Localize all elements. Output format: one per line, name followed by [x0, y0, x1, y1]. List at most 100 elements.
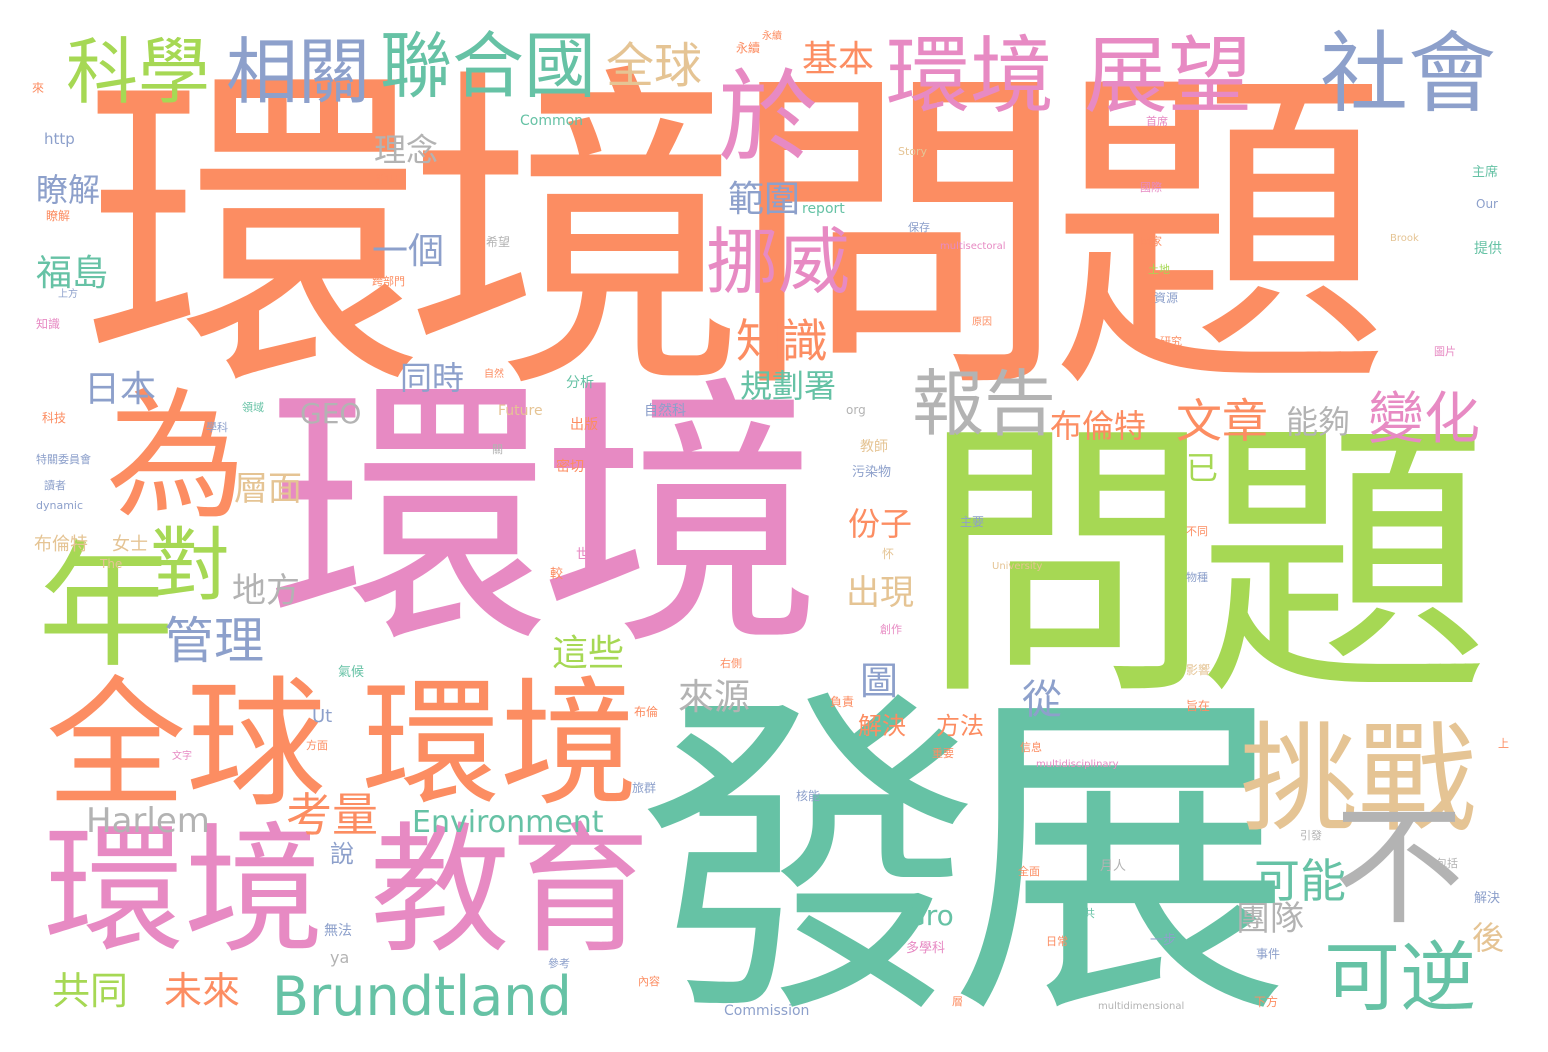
word: ya — [330, 948, 350, 967]
word: 方面 — [306, 739, 328, 752]
word: Brook — [1390, 233, 1419, 244]
word: 跨部門 — [372, 275, 405, 288]
word: http — [44, 130, 75, 148]
word: 對 — [150, 519, 230, 612]
word: 未來 — [164, 969, 241, 1013]
word: Harlem — [86, 801, 210, 841]
word: 團隊 — [1236, 899, 1304, 939]
word: 日本 — [84, 369, 157, 410]
word: 布倫 — [634, 705, 659, 719]
word: 讀者 — [44, 479, 66, 492]
word: 說 — [330, 840, 354, 868]
word: 說明 — [376, 173, 398, 186]
word: 後 — [1472, 919, 1505, 957]
word: 於 — [718, 59, 818, 176]
word: 永續 — [762, 31, 782, 42]
word: 教育 — [370, 810, 651, 973]
word: 圖 — [860, 659, 899, 703]
word: Story — [898, 145, 928, 158]
word: University — [992, 561, 1043, 572]
word: 一個 — [372, 231, 445, 272]
word: 不同 — [1186, 525, 1208, 538]
word: 特關委員會 — [36, 453, 91, 466]
word: 污染物 — [852, 465, 892, 480]
word: 從 — [1022, 677, 1062, 723]
word: 無法 — [324, 923, 352, 939]
word: 日常 — [1046, 935, 1068, 948]
word: 全球 — [606, 38, 703, 94]
word: 負責 — [830, 695, 855, 709]
word: 永續 — [736, 41, 761, 55]
word: 來 — [32, 81, 45, 95]
word: Common — [520, 113, 584, 129]
word: 基本 — [802, 39, 875, 80]
word: 信息 — [1020, 741, 1042, 754]
word: 多學科 — [906, 941, 946, 956]
word: 發展 — [638, 662, 1292, 1052]
word: 上 — [1498, 737, 1509, 750]
word: 份子 — [848, 505, 913, 543]
word: 物種 — [1186, 571, 1208, 584]
word: 氣候 — [338, 665, 365, 680]
word: 管理 — [164, 612, 264, 670]
word: 報告 — [912, 362, 1057, 446]
word: 瞭解 — [36, 171, 101, 209]
word: 方法 — [936, 712, 984, 740]
word: 範圍 — [728, 179, 801, 220]
word: 理念 — [374, 131, 439, 169]
word: 研究 — [1160, 335, 1182, 348]
word: 同時 — [400, 359, 465, 397]
word: 提供 — [1474, 241, 1502, 257]
word: 分析 — [566, 375, 594, 391]
word: Brundtland — [272, 965, 572, 1028]
word: 瞭解 — [46, 209, 71, 223]
word: 文字 — [172, 751, 192, 762]
word: 出現 — [846, 573, 914, 613]
word: 關 — [492, 443, 503, 456]
word: 來源 — [678, 677, 751, 718]
word: 可能 — [1254, 854, 1346, 908]
word: report — [802, 201, 845, 217]
word: 科學 — [66, 30, 211, 114]
word: 旨在 — [1186, 699, 1211, 713]
word: 環境 — [268, 354, 822, 683]
word: 內容 — [638, 975, 660, 988]
word: 解決 — [1474, 891, 1501, 906]
word: 相關 — [226, 30, 371, 114]
word: 可逆 — [1324, 933, 1476, 1022]
word: 怀 — [882, 547, 895, 561]
word: The — [100, 557, 123, 571]
word: 月人 — [1100, 859, 1127, 874]
word: 旅群 — [632, 781, 657, 795]
word: 自然 — [484, 369, 504, 380]
word: 土地 — [1148, 263, 1170, 276]
word: 女士 — [112, 534, 148, 555]
word: Commission — [724, 1003, 810, 1019]
word: 世人 — [576, 547, 604, 563]
word: 一步 — [1150, 933, 1177, 948]
word: 考量 — [286, 788, 378, 842]
word: 上方 — [58, 289, 78, 300]
word: 聯合國 — [380, 24, 597, 108]
word: 主要 — [960, 515, 985, 529]
word: 這些 — [552, 633, 625, 674]
word: 出版 — [570, 417, 598, 433]
word: 重要 — [932, 747, 954, 760]
word: 創作 — [880, 623, 902, 636]
word: 科技 — [42, 411, 67, 425]
word: 包括 — [1436, 857, 1458, 870]
word: dynamic — [36, 499, 84, 512]
word: Environment — [412, 805, 604, 840]
word: 教師 — [860, 439, 888, 455]
word: 右側 — [720, 657, 742, 670]
word: multisectoral — [940, 241, 1006, 252]
word: 問題 — [920, 394, 1490, 734]
word: 學科 — [206, 421, 228, 434]
word: 展望 — [1084, 27, 1253, 125]
word: 變化 — [1368, 387, 1480, 452]
word: 挑戰 — [1240, 710, 1477, 848]
word: 布倫特 — [34, 534, 88, 555]
word: 年 — [38, 529, 174, 687]
word: 挪威 — [706, 220, 851, 304]
